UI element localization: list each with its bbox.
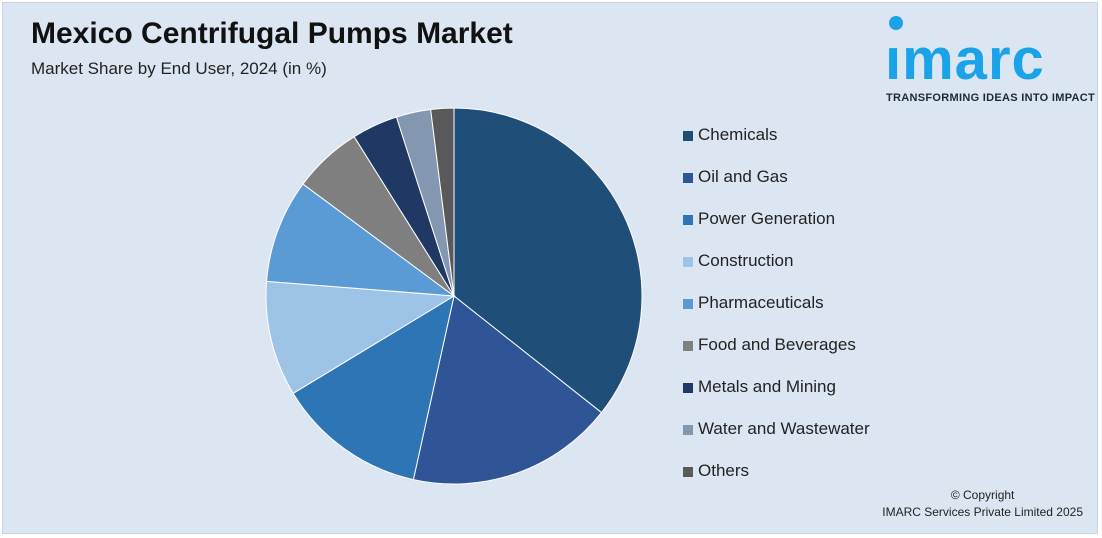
- logo-tagline: TRANSFORMING IDEAS INTO IMPACT: [886, 92, 1096, 104]
- legend-label: Power Generation: [698, 209, 836, 228]
- pie-slice-others: [430, 107, 455, 297]
- legend-item: Food and Beverages: [683, 335, 870, 377]
- legend-swatch-icon: [683, 131, 693, 141]
- legend-label: Construction: [698, 251, 794, 270]
- pie-slice-chemicals: [453, 107, 643, 414]
- legend-swatch-icon: [683, 173, 693, 183]
- legend-swatch-icon: [683, 341, 693, 351]
- legend-item: Water and Wastewater: [683, 419, 870, 461]
- legend-swatch-icon: [683, 215, 693, 225]
- legend-item: Oil and Gas: [683, 167, 870, 209]
- pie-slice-pharmaceuticals: [266, 183, 456, 297]
- logo-dot-icon: [889, 16, 903, 30]
- legend-item: Construction: [683, 251, 870, 293]
- copyright-company: IMARC Services Private Limited 2025: [882, 505, 1083, 519]
- pie-slice-oil-and-gas: [412, 295, 603, 485]
- legend-item: Power Generation: [683, 209, 870, 251]
- legend-label: Chemicals: [698, 125, 778, 144]
- legend-label: Water and Wastewater: [698, 419, 870, 438]
- legend-swatch-icon: [683, 467, 693, 477]
- copyright-line: © Copyright: [950, 488, 1015, 502]
- legend-item: Pharmaceuticals: [683, 293, 870, 335]
- legend-item: Others: [683, 461, 870, 503]
- pie-slice-construction: [265, 280, 456, 395]
- imarc-logo: ımarc TRANSFORMING IDEAS INTO IMPACT: [883, 15, 1095, 107]
- legend-label: Oil and Gas: [698, 167, 788, 186]
- legend-label: Others: [698, 461, 750, 480]
- legend-swatch-icon: [683, 299, 693, 309]
- chart-title: Mexico Centrifugal Pumps Market: [31, 17, 513, 50]
- legend-swatch-icon: [683, 383, 693, 393]
- chart-legend: Chemicals Oil and Gas Power Generation Cons…: [683, 125, 870, 503]
- legend-swatch-icon: [683, 257, 693, 267]
- chart-subtitle: Market Share by End User, 2024 (in %): [31, 59, 327, 78]
- logo-wordmark: ımarc: [885, 27, 1045, 92]
- copyright-notice: © Copyright IMARC Services Private Limit…: [882, 487, 1083, 521]
- legend-item: Metals and Mining: [683, 377, 870, 419]
- legend-label: Food and Beverages: [698, 335, 856, 354]
- pie-slice-power-generation: [292, 294, 455, 481]
- pie-chart: [265, 107, 643, 485]
- legend-label: Pharmaceuticals: [698, 293, 824, 312]
- legend-item: Chemicals: [683, 125, 870, 167]
- legend-swatch-icon: [683, 425, 693, 435]
- legend-label: Metals and Mining: [698, 377, 836, 396]
